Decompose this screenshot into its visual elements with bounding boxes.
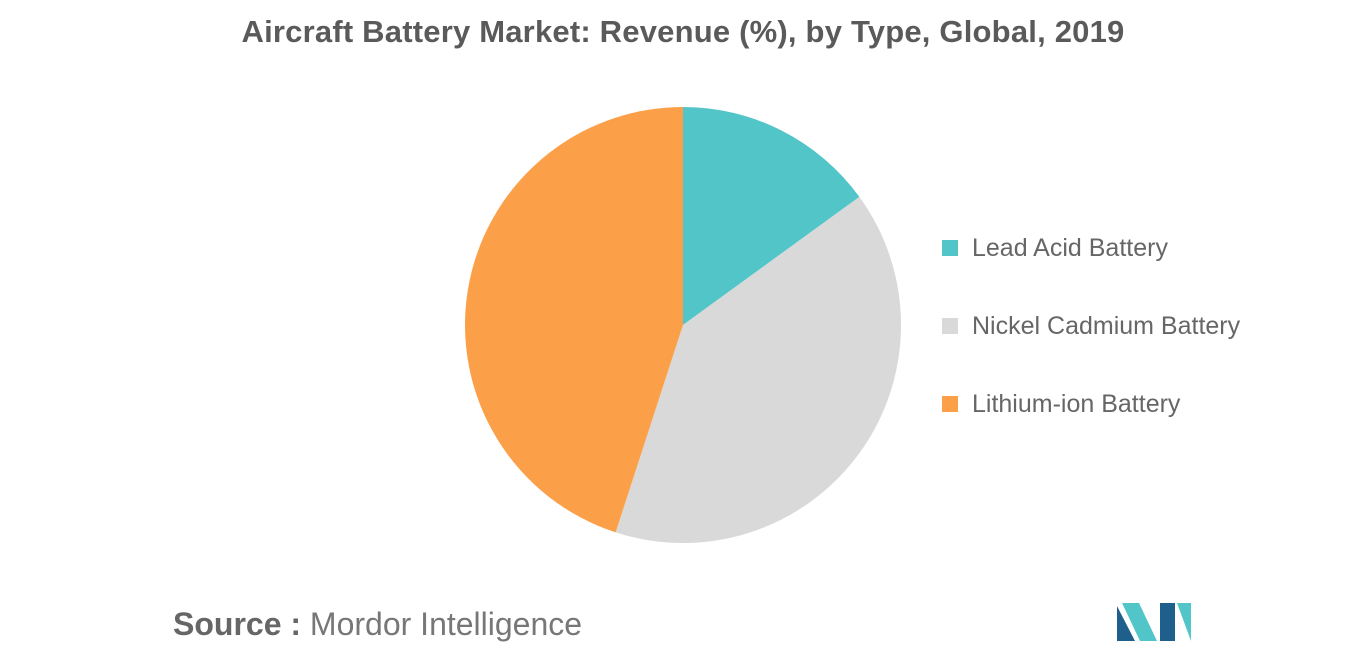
legend-swatch-lithium-ion: [942, 396, 958, 412]
legend-item-lithium-ion: Lithium-ion Battery: [942, 382, 1240, 426]
legend-item-nickel-cadmium: Nickel Cadmium Battery: [942, 304, 1240, 348]
legend-swatch-nickel-cadmium: [942, 318, 958, 334]
legend-label-lead-acid: Lead Acid Battery: [972, 233, 1168, 262]
source-note: Source : Mordor Intelligence: [173, 606, 582, 643]
legend-label-nickel-cadmium: Nickel Cadmium Battery: [972, 311, 1241, 340]
legend-label-lithium-ion: Lithium-ion Battery: [972, 389, 1181, 418]
logo-shape-left-teal: [1122, 603, 1157, 641]
legend-item-lead-acid: Lead Acid Battery: [942, 226, 1240, 270]
legend: Lead Acid Battery Nickel Cadmium Battery…: [942, 226, 1240, 460]
logo-shape-right-teal: [1177, 603, 1191, 641]
pie-slice-nickel-cadmium-battery: [615, 196, 902, 544]
pie-slice-lead-acid-battery: [683, 107, 860, 325]
legend-swatch-lead-acid: [942, 240, 958, 256]
chart-title: Aircraft Battery Market: Revenue (%), by…: [241, 14, 1125, 49]
pie-slice-lithium-ion-battery: [464, 107, 683, 533]
logo-shape-left: [1117, 606, 1135, 641]
mordor-intelligence-logo: [1117, 603, 1191, 641]
source-prefix: Source :: [173, 606, 302, 642]
source-name: Mordor Intelligence: [309, 606, 583, 642]
logo-shape-right-dark: [1160, 603, 1175, 641]
